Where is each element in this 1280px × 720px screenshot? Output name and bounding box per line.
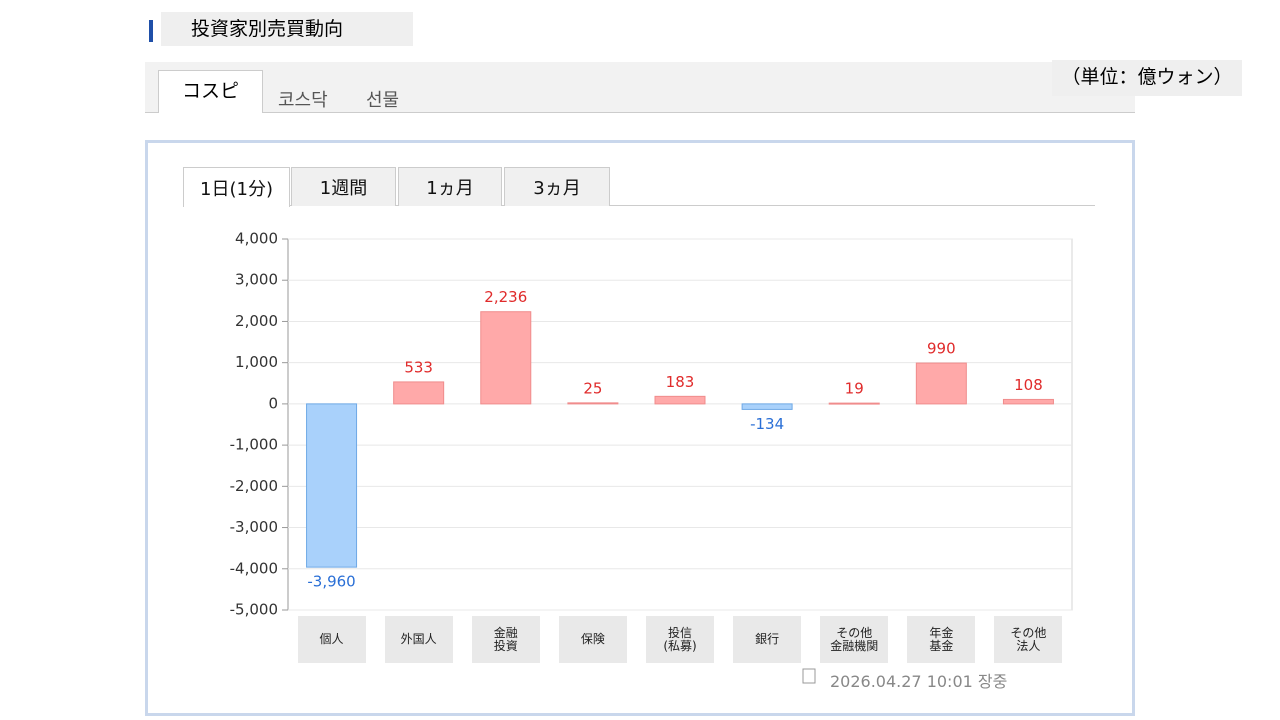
bar xyxy=(1002,398,1054,405)
y-tick-label: 3,000 xyxy=(235,271,278,289)
header-title: 投資家別売買動向 xyxy=(161,12,413,46)
value-label: 2,236 xyxy=(484,288,527,306)
period-tab[interactable]: 1週間 xyxy=(291,167,396,206)
bar xyxy=(567,402,619,405)
value-label: 19 xyxy=(845,380,864,398)
x-tick-label: 銀行 xyxy=(733,616,802,663)
market-tab[interactable]: コスピ xyxy=(158,70,263,113)
value-label: 108 xyxy=(1014,376,1043,394)
plot-frame xyxy=(287,238,1073,611)
market-tab-bar xyxy=(145,62,1135,113)
bar xyxy=(654,395,706,405)
x-tick-label: 金融 投資 xyxy=(471,616,540,663)
chart-panel xyxy=(145,140,1135,716)
x-tick-label: 投信 (私募) xyxy=(646,616,714,663)
y-tick-label: -5,000 xyxy=(230,601,278,619)
bar xyxy=(306,403,358,568)
x-tick-label: 外国人 xyxy=(384,616,453,663)
y-tick-label: 4,000 xyxy=(235,230,278,248)
y-tick-label: -1,000 xyxy=(230,436,278,454)
bar xyxy=(480,311,532,405)
x-tick-label: その他 法人 xyxy=(994,616,1063,663)
y-tick-label: 1,000 xyxy=(235,353,278,371)
x-tick-label: 保険 xyxy=(558,616,627,663)
y-tick-label: -3,000 xyxy=(230,518,278,536)
header-accent xyxy=(149,20,153,42)
x-tick-label: その他 金融機関 xyxy=(820,616,889,663)
y-tick-label: 0 xyxy=(268,394,278,412)
x-tick-label: 年金 基金 xyxy=(907,616,976,663)
bar xyxy=(741,403,793,410)
value-label: 183 xyxy=(666,373,695,391)
market-tab[interactable]: 선물 xyxy=(366,90,400,111)
value-label: 25 xyxy=(583,379,602,397)
value-label: 533 xyxy=(404,358,433,376)
market-tab[interactable]: 코스닥 xyxy=(278,90,328,111)
value-label: 990 xyxy=(927,340,956,358)
calendar-icon xyxy=(802,668,816,684)
period-tab[interactable]: 3ヵ月 xyxy=(504,167,610,206)
x-tick-label: 個人 xyxy=(297,616,366,663)
value-label: -3,960 xyxy=(307,573,355,591)
timestamp: 2026.04.27 10:01 장중 xyxy=(830,672,1008,691)
value-label: -134 xyxy=(750,415,784,433)
bar xyxy=(828,402,880,405)
unit-label: （単位：億ウォン） xyxy=(1052,60,1242,96)
y-tick-label: -2,000 xyxy=(230,477,278,495)
y-tick-label: -4,000 xyxy=(230,559,278,577)
bar xyxy=(915,362,967,405)
period-tab[interactable]: 1日(1分) xyxy=(183,167,290,207)
bar xyxy=(393,381,445,405)
y-tick-label: 2,000 xyxy=(235,312,278,330)
period-tab-line xyxy=(183,205,1095,206)
period-tab[interactable]: 1ヵ月 xyxy=(398,167,502,206)
